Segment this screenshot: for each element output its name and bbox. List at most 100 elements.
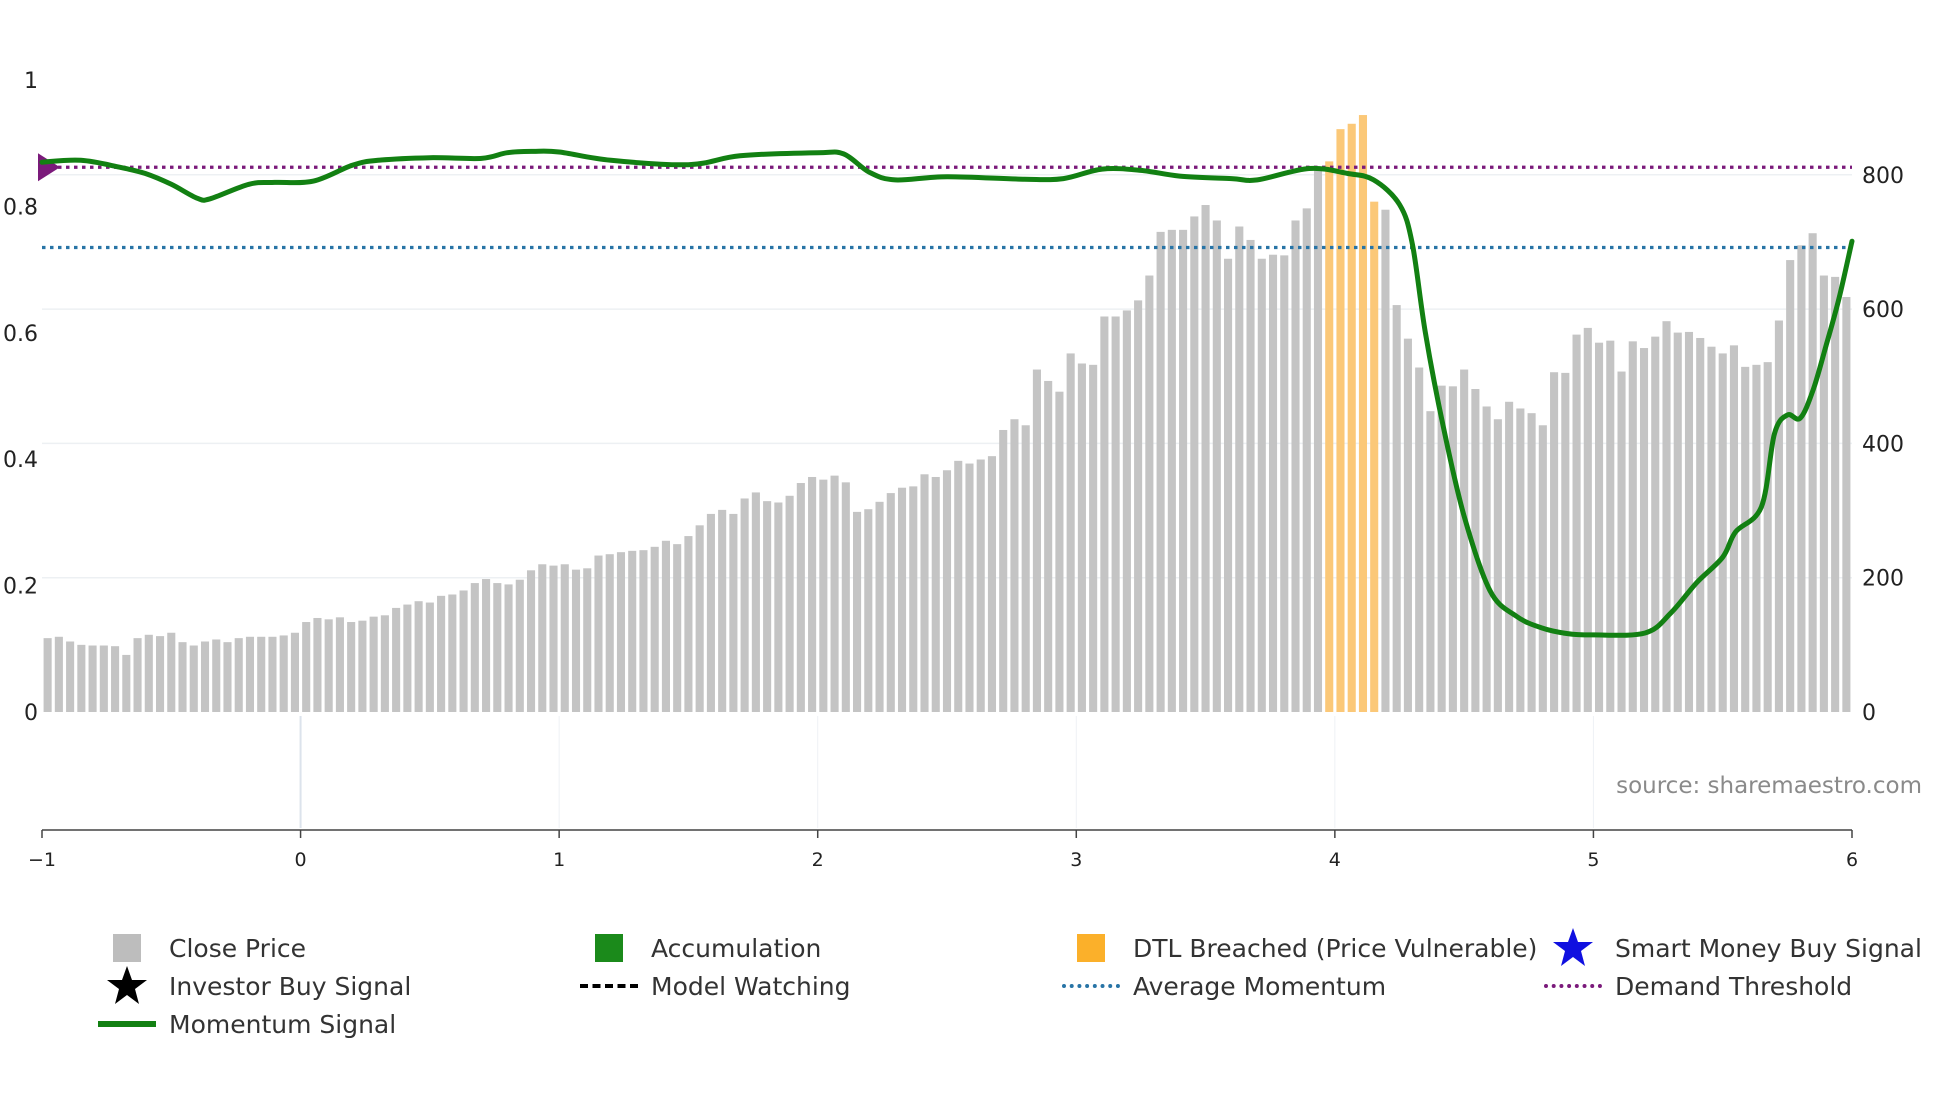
close-price-bar [763,501,772,712]
x-tick-label: 4 [1329,849,1341,871]
close-price-bar [538,564,547,712]
close-price-bar [1403,338,1412,712]
close-price-bar [77,644,86,712]
close-price-bar [1134,300,1143,712]
close-price-bar [1831,276,1840,712]
source-watermark: source: sharemaestro.com [1616,773,1922,799]
close-price-bar [1516,408,1525,712]
close-price-bar [200,641,210,712]
close-price-bar [954,460,963,712]
close-price-bar [1077,363,1086,712]
close-price-bar [1156,231,1165,712]
close-price-bar [493,583,502,712]
close-price-bar [1448,386,1457,712]
close-price-bar [751,492,760,712]
close-price-bar [1572,334,1581,712]
close-price-bar [99,645,108,712]
left-axis-ticks: 0 0.2 0.4 0.6 0.8 1 [3,69,38,726]
close-price-bar [313,617,322,712]
lower-panel-grid [299,716,1594,828]
close-price-bar [133,638,142,712]
dtl-breached-bar [1347,123,1356,712]
right-tick-label: 800 [1862,164,1904,189]
right-tick-label: 200 [1862,567,1904,592]
close-price-bar [628,550,637,712]
close-price-bar [650,546,659,712]
close-price-bar [1268,254,1278,712]
close-price-bar [425,602,434,712]
close-price-bar [54,636,63,712]
close-price-bar [583,568,592,712]
close-price-bar [1583,327,1592,712]
close-price-bar [965,463,974,712]
left-tick-label: 0.6 [3,322,38,347]
close-price-bar [774,502,783,712]
close-price-bar [1718,353,1727,712]
close-price-bar [931,476,940,712]
close-price-bar [414,601,423,712]
close-price-bar [437,595,446,712]
right-tick-label: 400 [1862,432,1904,457]
close-price-bar [1179,229,1188,713]
right-axis-ticks: 0 200 400 600 800 [1862,164,1904,726]
close-price-bar [212,639,221,712]
close-price-bar [234,638,243,712]
close-price-bar [729,513,738,712]
left-tick-label: 1 [24,69,38,94]
close-price-bar [1662,321,1671,712]
close-price-bar [66,641,75,712]
close-price-bar [1460,369,1469,712]
close-price-bar [324,619,333,712]
close-price-bar [819,479,828,712]
close-price-bar [1842,297,1851,712]
close-price-bar [976,459,985,712]
close-price-bar [1538,425,1547,712]
close-price-bar [740,498,749,712]
close-price-bar [560,564,569,712]
close-price-bar [639,550,648,712]
close-price-bar [515,579,524,712]
left-tick-label: 0.2 [3,575,38,600]
close-price-bar [1122,310,1131,712]
close-price-bar [1774,320,1783,712]
threshold-lines [38,153,1852,250]
close-price-bar [1032,369,1041,712]
close-price-bar [808,476,817,712]
close-price-bar [88,645,97,712]
left-tick-label: 0.4 [3,448,38,473]
close-price-bar [156,636,165,712]
close-price-bar [1089,364,1098,712]
close-price-bar [358,620,367,712]
close-price-bar [1819,275,1828,712]
close-price-bar [1010,419,1019,712]
close-price-bar [942,470,952,712]
close-price-bar [1235,226,1244,712]
close-price-bar [167,632,176,712]
close-price-bar [1786,260,1795,712]
left-tick-label: 0.8 [3,195,38,220]
close-price-bar [1673,332,1682,712]
close-price-bar [1212,220,1221,712]
close-price-bar [605,554,614,712]
x-tick-label: 5 [1587,849,1599,871]
close-price-bar [403,604,412,712]
close-price-bar [1201,205,1210,712]
dtl-breached-bar [1370,201,1379,712]
close-price-bar [459,590,468,712]
close-price-bar [1167,229,1176,713]
x-tick-label: 6 [1846,849,1858,871]
x-tick-label: 0 [295,849,307,871]
close-price-bar [111,646,120,712]
close-price-bar [1111,316,1120,712]
close-price-bar [1392,305,1401,712]
close-price-bar [864,509,873,712]
close-price-bars [43,115,1851,713]
close-price-bar [1729,345,1738,712]
x-tick-label: 1 [553,849,565,871]
dtl-breached-bar [1336,129,1345,712]
close-price-bar [279,635,288,712]
close-price-bar [504,584,513,712]
close-price-bar [853,511,862,712]
close-price-bar [1696,337,1705,712]
close-price-bar [1257,258,1266,712]
